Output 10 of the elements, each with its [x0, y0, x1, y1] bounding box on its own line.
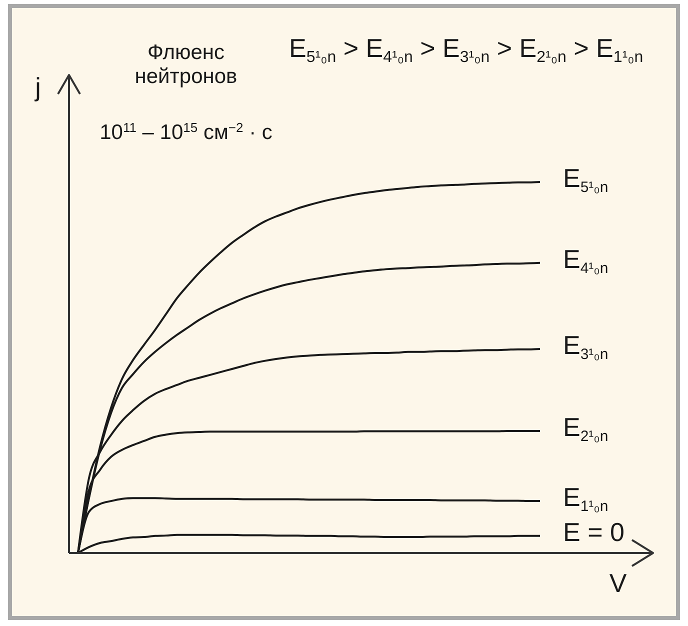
y-axis-title: j [34, 72, 41, 102]
series-label: E$_{3¹₀n}$ [563, 330, 608, 362]
text: E$_{5¹₀n}$ > E$_{4¹₀n}$ > E$_{3¹₀n}$ > E$_{2¹₀n}$ > E$_{1¹₀n}$ [289, 33, 644, 66]
series-label: E$_{4¹₀n}$ [563, 244, 608, 276]
x-axis-title: V [609, 568, 628, 598]
series-label: E$_{1¹₀n}$ [563, 482, 608, 515]
series-label: E$_{2¹₀n}$ [563, 412, 608, 444]
series-label: E$_{5¹₀n}$ [563, 163, 608, 196]
text: Флюенс нейтронов 10$^{11}$ – 10$^{15}$ см$^{−2}$ · с [100, 41, 272, 144]
series-label: E = 0 [563, 516, 624, 547]
